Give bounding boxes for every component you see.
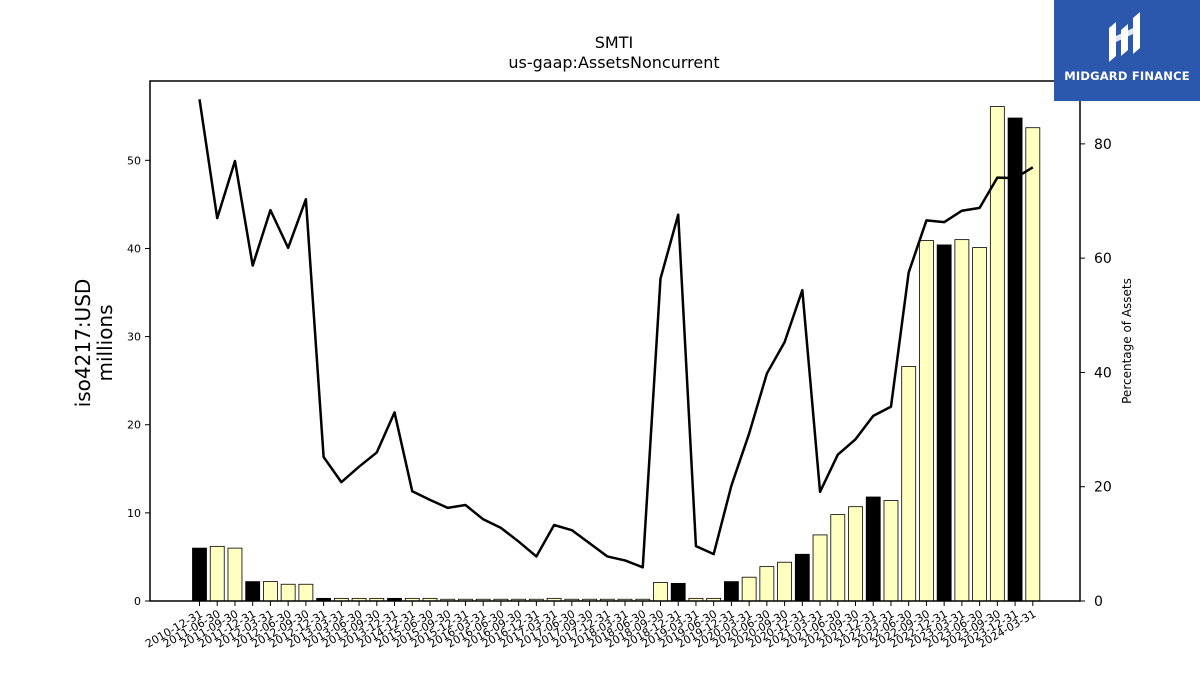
y-tick-label: 50	[127, 154, 141, 167]
axes: 010203040500204060802010-12-312011-06-30…	[127, 137, 1112, 651]
bar	[724, 581, 739, 602]
bar	[883, 500, 899, 602]
bar	[865, 496, 881, 602]
bar	[298, 583, 314, 602]
bar	[653, 582, 668, 602]
chart-subtitle: us-gaap:AssetsNoncurrent	[508, 53, 719, 72]
bar	[192, 547, 207, 602]
midgard-finance-logo: MIDGARD FINANCE	[1054, 0, 1200, 101]
y-axis-label-line: iso4217:USD	[71, 279, 95, 408]
bar	[227, 547, 243, 602]
bar	[263, 581, 278, 602]
y-tick-label: 0	[134, 595, 141, 608]
bar	[245, 581, 261, 602]
bar	[901, 366, 917, 602]
bar	[777, 561, 792, 602]
y-tick-label: 10	[127, 507, 141, 520]
bar	[936, 244, 952, 602]
bars	[192, 106, 1041, 602]
line-series	[198, 99, 1034, 569]
y-tick-label: 30	[127, 331, 141, 344]
bar	[670, 582, 686, 602]
y2-tick-label: 60	[1094, 251, 1112, 267]
bar	[954, 239, 970, 602]
logo-name: MIDGARD FINANCE	[1064, 69, 1190, 83]
plot-frame	[149, 80, 1081, 602]
y2-axis-label: Percentage of Assets	[1120, 278, 1134, 404]
y2-tick-label: 80	[1094, 137, 1112, 153]
bar	[1025, 127, 1041, 602]
bar	[209, 545, 225, 602]
y2-tick-label: 0	[1094, 594, 1103, 610]
bar	[280, 583, 296, 602]
chart-title: SMTI	[595, 33, 633, 52]
bar	[919, 240, 934, 602]
bar	[759, 566, 775, 602]
bar	[972, 247, 988, 602]
bar	[1007, 117, 1023, 602]
y2-tick-label: 20	[1094, 480, 1112, 496]
bar	[848, 506, 863, 602]
bar	[741, 576, 757, 602]
y-axis-label-line: millions	[93, 304, 117, 381]
logo-mark-icon	[1109, 12, 1140, 62]
y2-tick-label: 40	[1094, 365, 1112, 381]
percentage-line	[198, 99, 1034, 569]
bar	[812, 534, 828, 602]
y-tick-label: 20	[127, 419, 141, 432]
y-tick-label: 40	[127, 242, 141, 255]
bar	[794, 553, 810, 602]
bar	[989, 106, 1005, 602]
bar	[830, 514, 846, 602]
y-axis-label: iso4217:USDmillions	[71, 279, 117, 408]
